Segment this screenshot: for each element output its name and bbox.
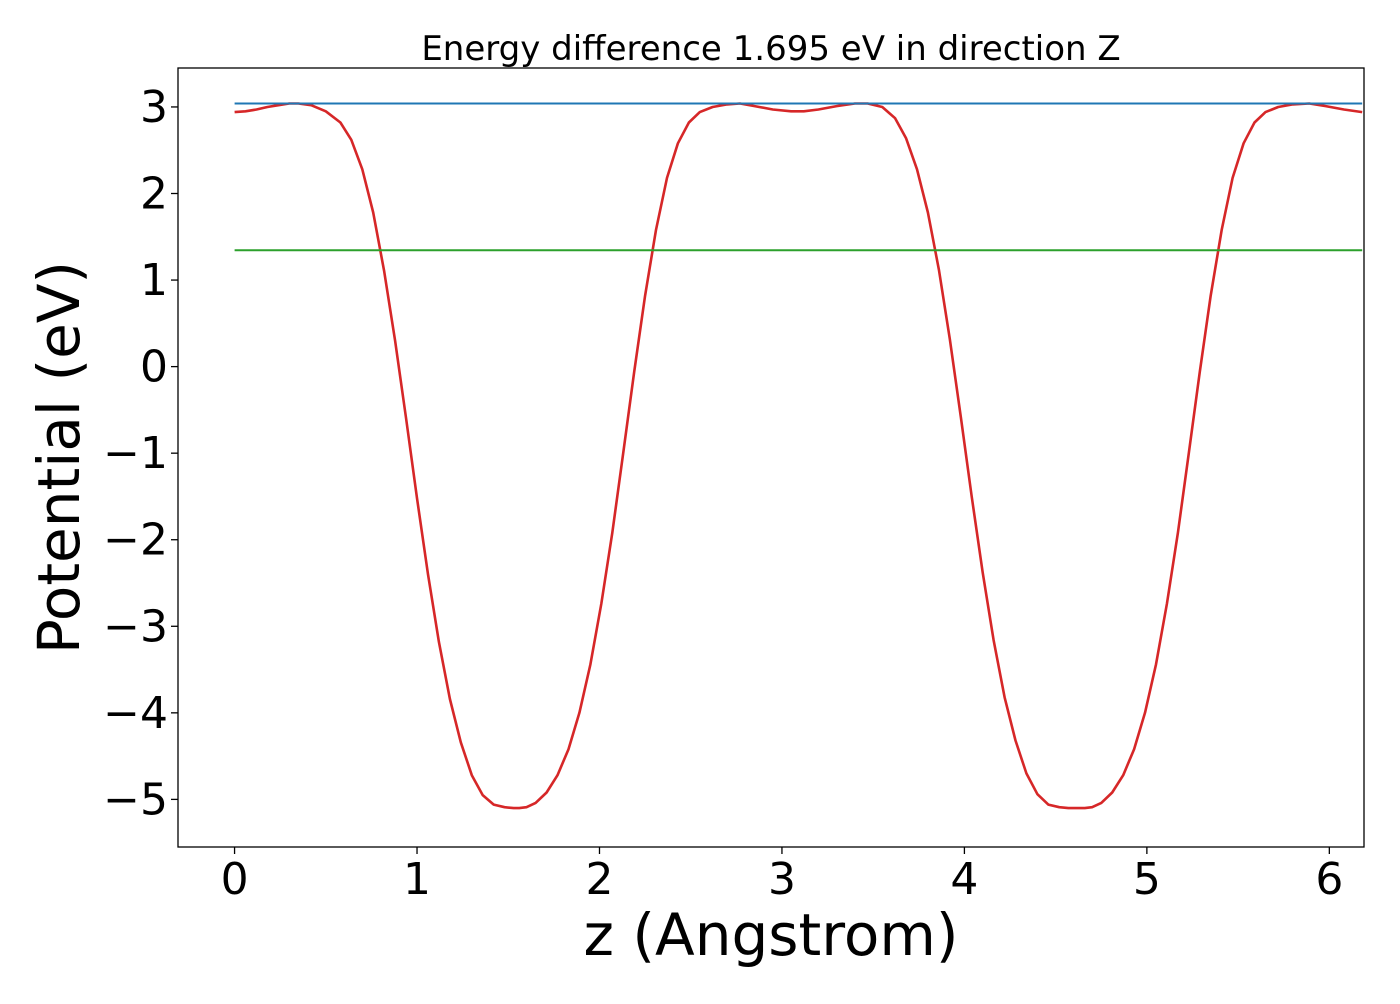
y-tick-label: −4 [103, 688, 168, 739]
x-tick-label: 1 [403, 854, 431, 905]
x-axis-label: z (Angstrom) [584, 901, 959, 969]
potential-line [234, 102, 1363, 810]
y-tick-label: −1 [103, 428, 168, 479]
x-tick-label: 3 [768, 854, 796, 905]
x-tick-label: 4 [950, 854, 978, 905]
y-tick-label: 2 [140, 169, 168, 220]
plot-area-frame [177, 67, 1365, 848]
y-axis: 3 2 1 0 −1 −2 −3 −4 −5 [103, 82, 178, 825]
y-tick-label: −5 [103, 774, 168, 825]
x-tick-label: 5 [1133, 854, 1161, 905]
x-axis: 0 1 2 3 4 5 6 [221, 847, 1343, 905]
series-layer [234, 102, 1363, 810]
y-tick-label: −3 [103, 601, 168, 652]
x-tick-label: 0 [221, 854, 249, 905]
y-axis-label: Potential (eV) [25, 261, 93, 654]
x-tick-label: 2 [585, 854, 613, 905]
y-tick-label: 1 [140, 255, 168, 306]
y-tick-label: 0 [140, 342, 168, 393]
x-tick-label: 6 [1315, 854, 1343, 905]
y-tick-label: −2 [103, 515, 168, 566]
chart-title: Energy difference 1.695 eV in direction … [421, 29, 1120, 69]
y-tick-label: 3 [140, 82, 168, 133]
